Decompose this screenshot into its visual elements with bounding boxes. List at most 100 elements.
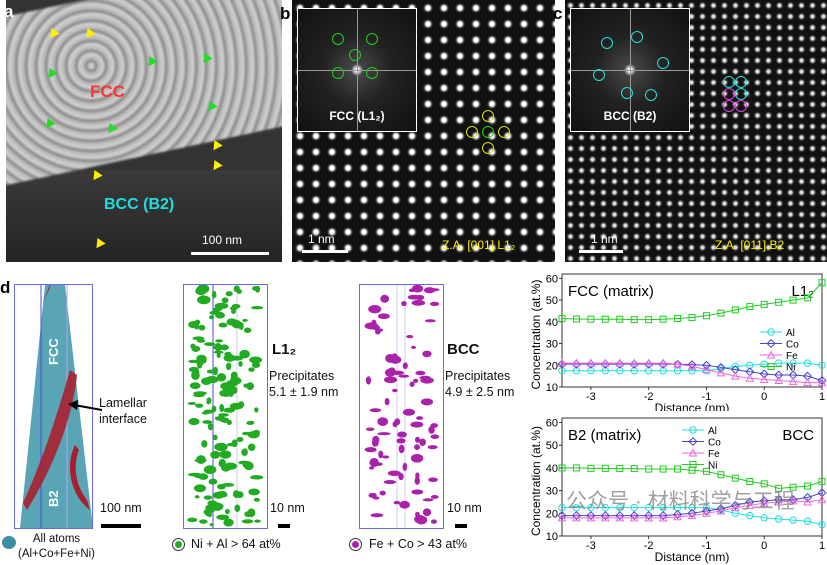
series-ni: [558, 279, 826, 324]
precipitate: [208, 478, 218, 485]
data-point: [644, 358, 654, 367]
precipitate: [242, 448, 248, 456]
precipitate: [254, 519, 261, 523]
data-point: [730, 503, 740, 512]
data-point: [687, 508, 697, 518]
precipitate: [427, 445, 438, 450]
watermark: 公众号 · 材料科学与工程: [566, 490, 795, 513]
fcc-label: FCC: [90, 82, 125, 101]
precipitate: [402, 408, 416, 416]
lamellar-interface-label: Lamellar interface: [99, 396, 147, 426]
precipitate: [201, 440, 208, 448]
precipitate: [218, 413, 229, 417]
precipitate: [194, 495, 200, 499]
data-point: [615, 513, 625, 522]
panel-label-a: a: [4, 2, 14, 21]
data-point: [572, 513, 581, 522]
precipitate: [225, 291, 233, 297]
data-point: [586, 358, 596, 367]
precipitate: [392, 421, 398, 428]
precipitate: [215, 339, 224, 343]
precipitate: [430, 434, 440, 439]
precipitate: [370, 513, 384, 518]
precipitate: [364, 446, 377, 453]
legend-label: Co: [708, 438, 721, 449]
precipitate: [249, 356, 263, 364]
precipitate: [234, 504, 241, 513]
precipitate: [238, 322, 244, 330]
precipitate: [393, 500, 401, 505]
series-line: [562, 362, 823, 372]
series-ni: [558, 464, 826, 492]
data-point: [644, 503, 653, 512]
data-point: [674, 315, 682, 323]
data-point: [659, 503, 667, 512]
precipitate: [378, 313, 390, 320]
precipitate: [415, 436, 421, 443]
precipitate: [220, 382, 233, 390]
precipitate: [241, 519, 254, 524]
data-point: [644, 513, 654, 522]
legend-label: Ni: [786, 363, 795, 374]
precipitate: [248, 488, 260, 496]
precipitate: [223, 518, 234, 527]
precipitate: [250, 475, 264, 480]
all-atoms-legend: All atoms (Al+Co+Fe+Ni): [18, 533, 96, 560]
precipitate: [415, 515, 428, 525]
data-point: [629, 513, 639, 522]
data-point: [774, 495, 784, 505]
precipitate: [205, 504, 216, 513]
data-point: [616, 465, 624, 473]
series-co: [557, 488, 827, 521]
precipitate: [233, 285, 240, 293]
hrtem-image-c: BCC (B2) 1 nm Z.A. [011] B2: [565, 0, 827, 262]
fft-inset: FCC (L1₂): [297, 8, 417, 132]
precipitate: [423, 287, 436, 294]
panel-label-b: b: [280, 4, 291, 23]
precipitate: [230, 371, 238, 381]
precipitate: [377, 432, 391, 436]
y-axis-label: Concentration (at.%): [529, 426, 543, 536]
data-point: [702, 312, 710, 320]
y-tick-label: 30: [546, 486, 558, 498]
series-line: [562, 499, 823, 519]
data-point: [629, 511, 639, 521]
b2-matrix-concentration-chart: 10 20 30 40 50 60 -3 -2 -1 0 1 Distance (nm) Concent…: [529, 417, 827, 564]
precipitate: [213, 350, 224, 354]
precipitate: [212, 345, 220, 350]
precipitate: [397, 431, 407, 438]
data-point: [774, 375, 784, 384]
data-point: [702, 467, 710, 475]
precipitate: [424, 319, 436, 323]
precipitate: [255, 285, 261, 293]
precipitate: [399, 500, 410, 509]
data-point: [572, 315, 580, 323]
y-axis-label: Concentration (at.%): [529, 279, 543, 389]
precipitate: [224, 462, 238, 470]
apt-reconstruction-bcc: [359, 284, 444, 529]
precipitate: [415, 472, 420, 479]
y-tick-label: 60: [546, 273, 558, 285]
plot-frame: [561, 273, 823, 388]
data-point: [572, 358, 581, 367]
precipitate: [365, 427, 375, 431]
precipitate: [232, 493, 240, 498]
l12-precipitate-size: Precipitates 5.1 ± 1.9 nm: [269, 369, 339, 399]
precipitate: [413, 378, 419, 383]
precipitate: [238, 460, 250, 465]
data-point: [774, 497, 784, 506]
data-point: [818, 478, 826, 486]
data-point: [601, 464, 609, 472]
data-point: [673, 512, 682, 521]
precipitate: [231, 439, 238, 448]
precipitate: [428, 477, 438, 483]
precipitate: [377, 417, 389, 426]
precipitate: [195, 403, 204, 408]
precipitate: [206, 400, 211, 405]
series-line: [562, 492, 823, 517]
series-fe: [557, 358, 827, 387]
precipitate: [430, 519, 437, 524]
precipitate: [187, 472, 202, 477]
data-point: [746, 303, 754, 311]
precipitate: [368, 305, 382, 314]
